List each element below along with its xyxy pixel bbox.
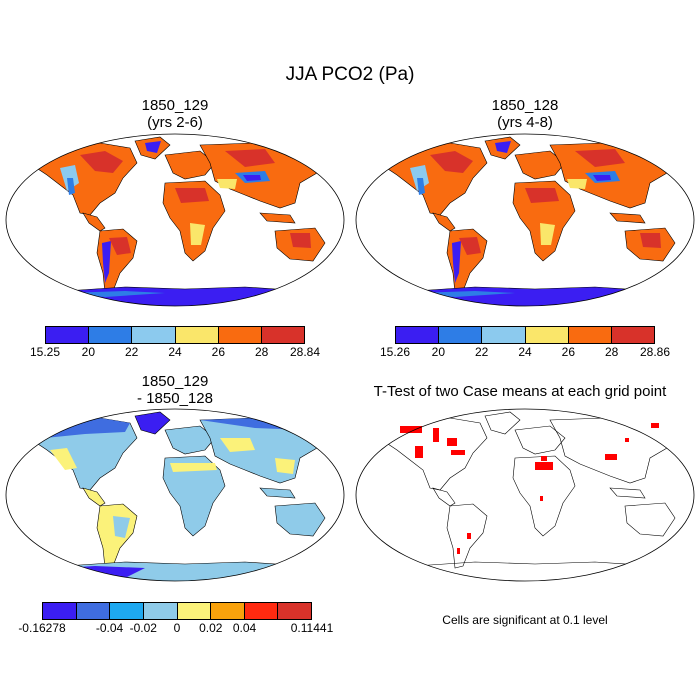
colorbar-tick-label: 20 xyxy=(431,345,446,359)
panel1-title: 1850_129 (yrs 2-6) xyxy=(75,97,275,131)
panel1-title-line2: (yrs 2-6) xyxy=(147,114,203,131)
colorbar-tick-label: 28 xyxy=(604,345,619,359)
colorbar-tick-label: 15.26 xyxy=(379,345,411,359)
colorbar-segment xyxy=(218,327,262,343)
colorbar-tick-label: -0.16278 xyxy=(18,621,66,635)
panel3-title-line2: - 1850_128 xyxy=(137,390,213,407)
colorbar-tick-label: 28.86 xyxy=(639,345,671,359)
colorbar-segment xyxy=(46,327,90,343)
colorbar-segment xyxy=(89,327,133,343)
colorbar-tick-label: 0.02 xyxy=(199,621,223,635)
colorbar-segment xyxy=(143,603,178,619)
colorbar-segment xyxy=(110,603,144,619)
panel3-title: 1850_129 - 1850_128 xyxy=(75,373,275,407)
panel3-title-line1: 1850_129 xyxy=(141,373,209,390)
colorbar-tick-label: 20 xyxy=(81,345,96,359)
panel1-title-line1: 1850_129 xyxy=(141,97,209,114)
map-panel-3 xyxy=(5,408,345,582)
colorbar-tick-label: 28 xyxy=(254,345,269,359)
colorbar-tick-label: 0 xyxy=(173,621,181,635)
colorbar-segment xyxy=(43,603,77,619)
colorbar-panel-2 xyxy=(395,326,655,344)
colorbar-segment xyxy=(211,603,245,619)
colorbar-segment xyxy=(439,327,483,343)
colorbar-segment xyxy=(177,603,212,619)
colorbar-tick-label: 26 xyxy=(211,345,226,359)
colorbar-tick-label: 26 xyxy=(561,345,576,359)
panel2-title-line2: (yrs 4-8) xyxy=(497,114,553,131)
colorbar-tick-label: 24 xyxy=(168,345,182,359)
colorbar-segment xyxy=(244,603,279,619)
colorbar-tick-label: 0.11441 xyxy=(290,621,334,635)
colorbar-segment xyxy=(261,327,305,343)
panel2-title-line1: 1850_128 xyxy=(491,97,559,114)
colorbar-tick-label: 0.04 xyxy=(232,621,257,635)
colorbar-tick-label: -0.04 xyxy=(95,621,124,635)
map-panel-4 xyxy=(355,408,695,582)
panel2-title: 1850_128 (yrs 4-8) xyxy=(425,97,625,131)
colorbar-segment xyxy=(568,327,612,343)
colorbar-tick-label: -0.02 xyxy=(129,621,157,635)
colorbar-segment xyxy=(611,327,655,343)
significance-note: Cells are significant at 0.1 level xyxy=(442,613,608,627)
colorbar-tick-label: 15.25 xyxy=(29,345,61,359)
main-title: JJA PCO2 (Pa) xyxy=(285,64,415,85)
colorbar-tick-label: 22 xyxy=(124,345,139,359)
colorbar-tick-label: 28.84 xyxy=(289,345,321,359)
colorbar-segment xyxy=(278,603,311,619)
colorbar-segment xyxy=(76,603,111,619)
panel4-title: T-Test of two Case means at each grid po… xyxy=(373,383,667,400)
colorbar-panel-1 xyxy=(45,326,305,344)
significant-cells xyxy=(400,423,659,554)
colorbar-tick-label: 22 xyxy=(474,345,489,359)
colorbar-tick-label: 24 xyxy=(518,345,532,359)
colorbar-segment xyxy=(482,327,526,343)
colorbar-segment xyxy=(132,327,176,343)
map-panel-2 xyxy=(355,133,695,307)
map-panel-1 xyxy=(5,133,345,307)
colorbar-segment xyxy=(175,327,219,343)
colorbar-panel-3 xyxy=(42,602,312,620)
colorbar-segment xyxy=(396,327,440,343)
colorbar-segment xyxy=(525,327,569,343)
